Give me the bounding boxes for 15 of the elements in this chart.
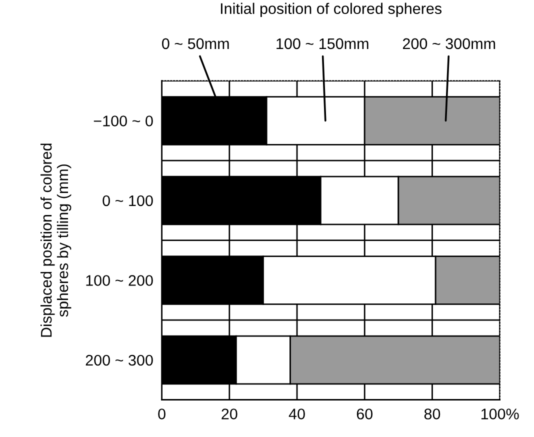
x-tick-label: 40 xyxy=(288,408,305,420)
legend-title: Initial position of colored spheres xyxy=(220,2,442,18)
y-tick-label: 0 ~ 100 xyxy=(102,195,153,206)
text: 0 ~ 50mm xyxy=(162,38,229,50)
x-tick-label: 100% xyxy=(481,408,519,420)
y-axis-title: Displaced position of colored spheres by tilling (mm) xyxy=(40,144,72,337)
x-tick-label: 80 xyxy=(424,408,440,420)
x-tick-label: 0 xyxy=(158,408,166,420)
text: 200 ~ 300mm xyxy=(402,38,496,50)
y-tick-label: 200 ~ 300 xyxy=(86,354,153,366)
y-tick-label: −100 ~ 0 xyxy=(94,116,153,126)
text: 100 ~ 150mm xyxy=(276,38,368,50)
x-tick-label: 20 xyxy=(222,408,238,420)
x-tick-label: 60 xyxy=(356,408,373,420)
y-tick-label: 100 ~ 200 xyxy=(86,275,153,286)
